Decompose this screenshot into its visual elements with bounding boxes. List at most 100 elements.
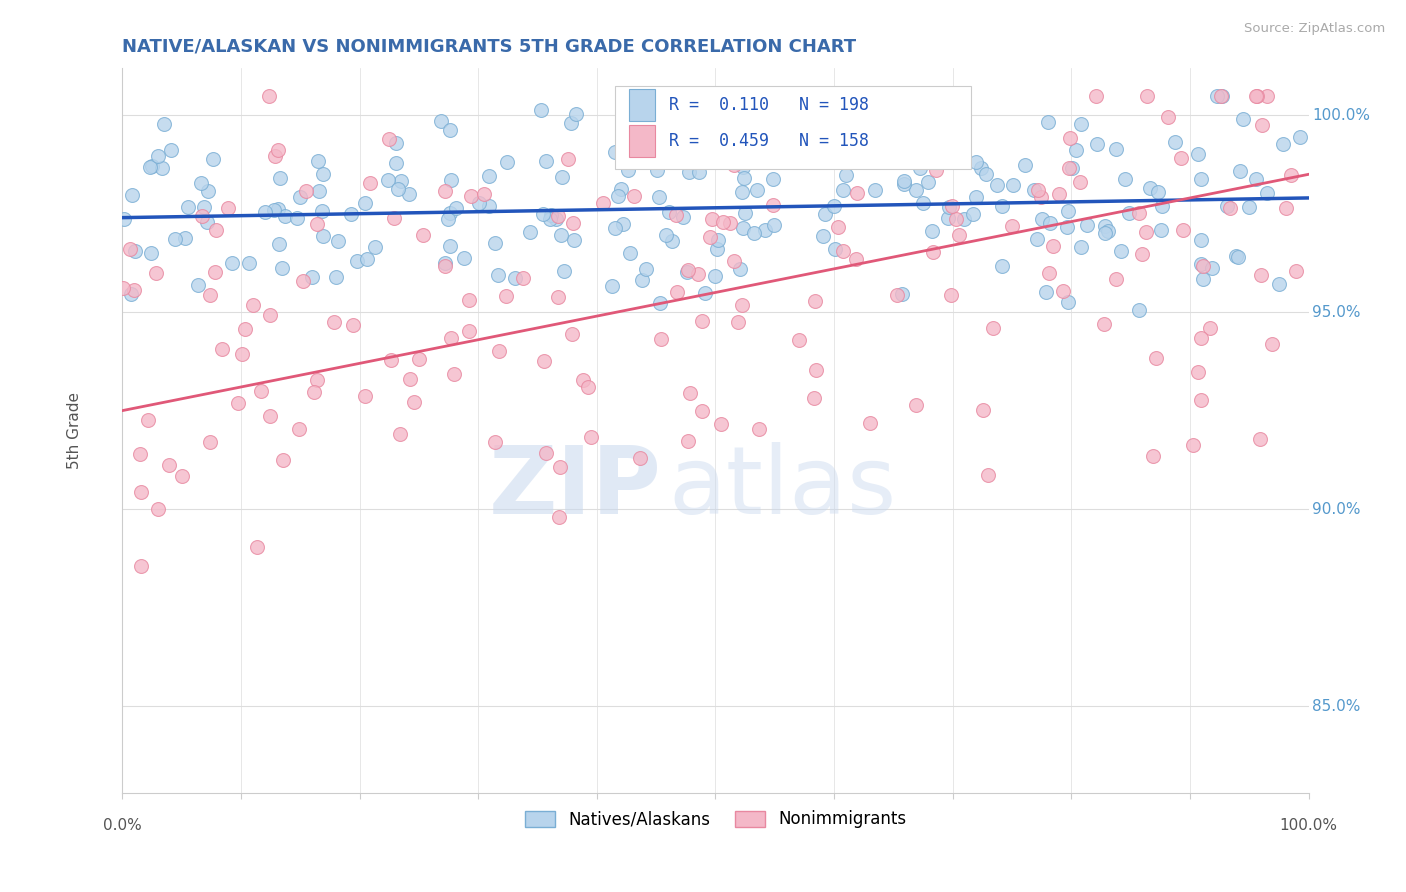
Point [1038,266,1060,280]
Point [547,290,569,304]
Point [1187,365,1209,379]
Point [1047,186,1070,201]
Point [533,353,555,368]
Point [990,260,1012,274]
Point [1211,88,1233,103]
Point [443,367,465,381]
Text: R =  0.110   N = 198: R = 0.110 N = 198 [669,96,869,114]
Point [1227,251,1250,265]
Point [1094,226,1116,240]
Point [399,372,422,386]
Point [711,215,734,229]
Point [1281,168,1303,182]
Point [233,322,256,336]
Point [440,173,463,187]
Point [460,189,482,203]
Point [436,211,458,226]
Point [259,409,281,423]
Point [478,199,501,213]
Point [288,190,311,204]
Point [1056,295,1078,310]
Point [1035,285,1057,300]
Point [645,88,668,103]
Point [231,347,253,361]
Point [972,403,994,417]
Point [562,233,585,247]
Point [429,113,451,128]
Point [1118,205,1140,219]
Point [804,363,827,377]
Point [139,160,162,174]
Point [863,183,886,197]
Point [1201,260,1223,275]
Point [433,255,456,269]
Point [177,201,200,215]
Point [666,142,689,156]
Point [384,136,406,151]
Point [665,285,688,299]
Point [531,207,554,221]
Point [495,289,517,303]
Text: 85.0%: 85.0% [1312,698,1361,714]
Point [643,145,665,160]
Point [111,281,134,295]
Point [353,388,375,402]
Point [675,265,697,279]
Point [745,183,768,197]
Point [1191,393,1213,408]
Point [1189,233,1212,247]
Point [749,153,772,167]
Point [388,427,411,442]
Point [1250,268,1272,283]
Point [945,212,967,227]
Point [259,88,281,103]
Point [1070,117,1092,131]
Point [128,447,150,461]
Text: NATIVE/ALASKAN VS NONIMMIGRANTS 5TH GRADE CORRELATION CHART: NATIVE/ALASKAN VS NONIMMIGRANTS 5TH GRAD… [122,37,856,55]
Point [627,134,650,148]
Point [565,107,588,121]
Point [1139,180,1161,194]
Point [678,262,700,277]
Point [1189,257,1212,271]
Text: atlas: atlas [668,442,896,534]
Point [941,199,963,213]
Point [496,155,519,169]
Point [269,171,291,186]
Point [628,451,651,466]
Point [939,288,962,302]
Point [893,122,915,136]
Point [1288,130,1310,145]
Point [636,262,658,277]
Text: R =  0.459   N = 158: R = 0.459 N = 158 [669,132,869,150]
Point [439,239,461,253]
Point [1105,271,1128,285]
Point [1036,115,1059,129]
Point [706,243,728,257]
Point [150,161,173,176]
Point [1249,432,1271,446]
Point [457,293,479,308]
Point [612,217,634,231]
Point [398,186,420,201]
Point [519,225,541,239]
Point [238,255,260,269]
Point [291,274,314,288]
Point [647,163,669,178]
Point [731,297,754,311]
Text: 90.0%: 90.0% [1312,501,1361,516]
Point [1251,118,1274,132]
Point [986,178,1008,192]
Point [1130,246,1153,260]
Point [560,116,582,130]
Point [254,205,277,219]
Point [201,152,224,166]
Point [1216,198,1239,212]
Point [962,207,984,221]
Point [301,270,323,285]
Point [1144,351,1167,366]
Point [1026,232,1049,246]
Point [547,209,569,223]
Point [699,230,721,244]
Point [1056,220,1078,235]
